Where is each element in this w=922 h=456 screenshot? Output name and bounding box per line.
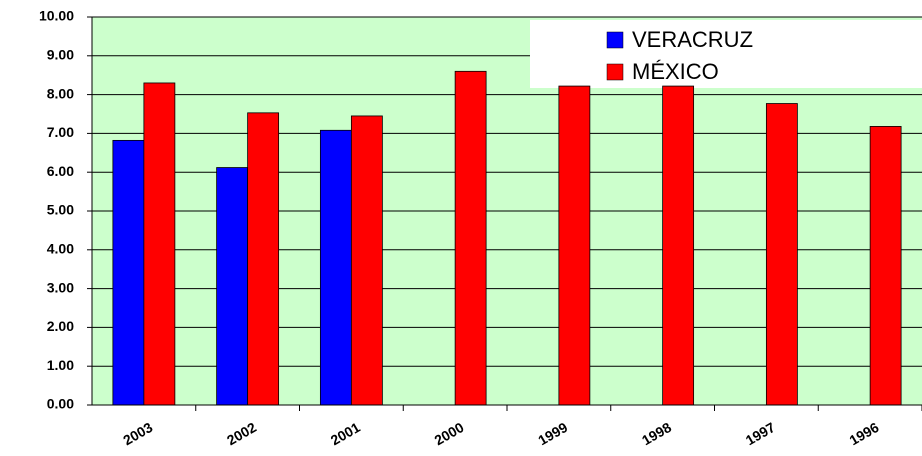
x-tick-label: 1997	[743, 419, 778, 449]
bar	[319, 129, 352, 406]
legend-box	[530, 20, 922, 88]
bar	[112, 139, 145, 406]
x-tick-label: 2000	[431, 419, 466, 449]
bar	[662, 85, 695, 406]
legend-swatch	[606, 63, 624, 81]
y-tick-label: 5.00	[47, 202, 74, 218]
y-tick-label: 6.00	[47, 163, 74, 179]
bar	[247, 112, 280, 406]
y-tick-label: 7.00	[47, 124, 74, 140]
y-tick-label: 4.00	[47, 241, 74, 257]
x-tick-label: 2001	[328, 419, 363, 449]
x-tick-label: 2003	[120, 419, 155, 449]
y-tick-label: 2.00	[47, 318, 74, 334]
bar	[216, 167, 249, 406]
x-tick-label: 1996	[846, 419, 881, 449]
y-tick-label: 9.00	[47, 47, 74, 63]
y-tick-label: 1.00	[47, 357, 74, 373]
bar	[869, 126, 902, 406]
y-tick-label: 3.00	[47, 279, 74, 295]
legend-label: MÉXICO	[632, 59, 719, 84]
x-tick-label: 2002	[224, 419, 259, 449]
bar	[143, 82, 176, 406]
x-tick-label: 1999	[535, 419, 570, 449]
y-tick-label: 10.00	[39, 8, 74, 24]
bar	[558, 85, 591, 406]
y-tick-label: 0.00	[47, 396, 74, 412]
x-tick-label: 1998	[639, 419, 674, 449]
bar	[350, 115, 383, 406]
bar	[765, 103, 798, 406]
legend-swatch	[606, 31, 624, 49]
legend-label: VERACRUZ	[632, 27, 753, 52]
bar	[454, 70, 487, 406]
y-tick-label: 8.00	[47, 85, 74, 101]
